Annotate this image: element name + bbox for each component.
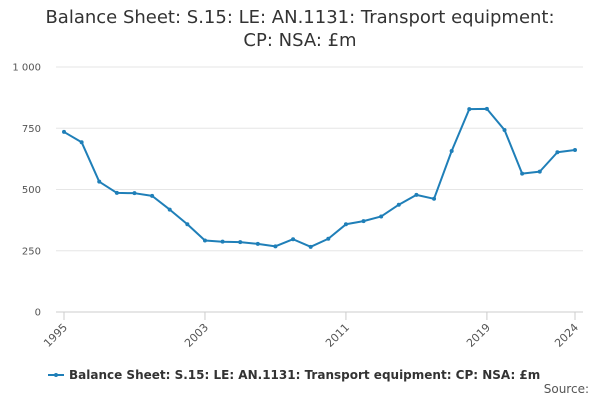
series	[62, 106, 577, 249]
data-point[interactable]	[291, 237, 296, 242]
chart-title: Balance Sheet: S.15: LE: AN.1131: Transp…	[0, 6, 600, 52]
data-point[interactable]	[573, 148, 577, 153]
y-tick-label: 250	[22, 246, 41, 257]
data-point[interactable]	[449, 149, 454, 154]
data-point[interactable]	[202, 238, 207, 243]
x-tick-label: 2003	[182, 321, 211, 350]
source-label: Source:	[543, 382, 589, 396]
chart-title-line-1: Balance Sheet: S.15: LE: AN.1131: Transp…	[45, 7, 555, 28]
data-point[interactable]	[97, 179, 102, 184]
data-point[interactable]	[343, 222, 348, 227]
data-point[interactable]	[537, 169, 542, 174]
data-point[interactable]	[273, 244, 278, 249]
data-point[interactable]	[62, 129, 66, 134]
data-point[interactable]	[238, 240, 243, 245]
gridlines	[56, 66, 583, 252]
data-point[interactable]	[467, 107, 472, 112]
data-point[interactable]	[150, 193, 155, 198]
chart-title-line-2: CP: NSA: £m	[243, 30, 357, 51]
x-tick-label: 2024	[552, 321, 581, 350]
data-point[interactable]	[432, 196, 437, 201]
data-point[interactable]	[379, 214, 384, 219]
legend-swatch	[48, 370, 64, 380]
data-point[interactable]	[396, 202, 401, 207]
series-line[interactable]	[63, 107, 576, 248]
x-tick-label: 1995	[41, 321, 70, 350]
data-point[interactable]	[502, 127, 507, 132]
x-tick-label: 2019	[464, 321, 493, 350]
legend-swatch-marker	[54, 373, 58, 377]
data-point[interactable]	[255, 241, 260, 246]
x-tick-label: 2011	[323, 321, 352, 350]
y-tick-label: 0	[35, 308, 41, 319]
data-point[interactable]	[555, 150, 560, 155]
axes: 0 250 500 750 1 000 1995 2003 2011 2019 2024	[12, 63, 583, 350]
legend-label: Balance Sheet: S.15: LE: AN.1131: Transp…	[69, 368, 541, 382]
data-point[interactable]	[79, 140, 84, 145]
data-point[interactable]	[326, 236, 331, 241]
data-point[interactable]	[220, 239, 225, 244]
data-point[interactable]	[167, 207, 172, 212]
data-point[interactable]	[114, 190, 119, 195]
data-point[interactable]	[132, 191, 137, 196]
y-tick-label: 1 000	[12, 63, 41, 74]
data-point[interactable]	[308, 244, 313, 249]
data-point[interactable]	[520, 171, 525, 176]
data-point[interactable]	[484, 106, 489, 111]
y-tick-label: 500	[22, 185, 41, 196]
data-point[interactable]	[361, 219, 366, 224]
y-tick-label: 750	[22, 124, 41, 135]
data-point[interactable]	[185, 222, 190, 227]
legend[interactable]: Balance Sheet: S.15: LE: AN.1131: Transp…	[48, 366, 540, 384]
data-point[interactable]	[414, 192, 419, 197]
